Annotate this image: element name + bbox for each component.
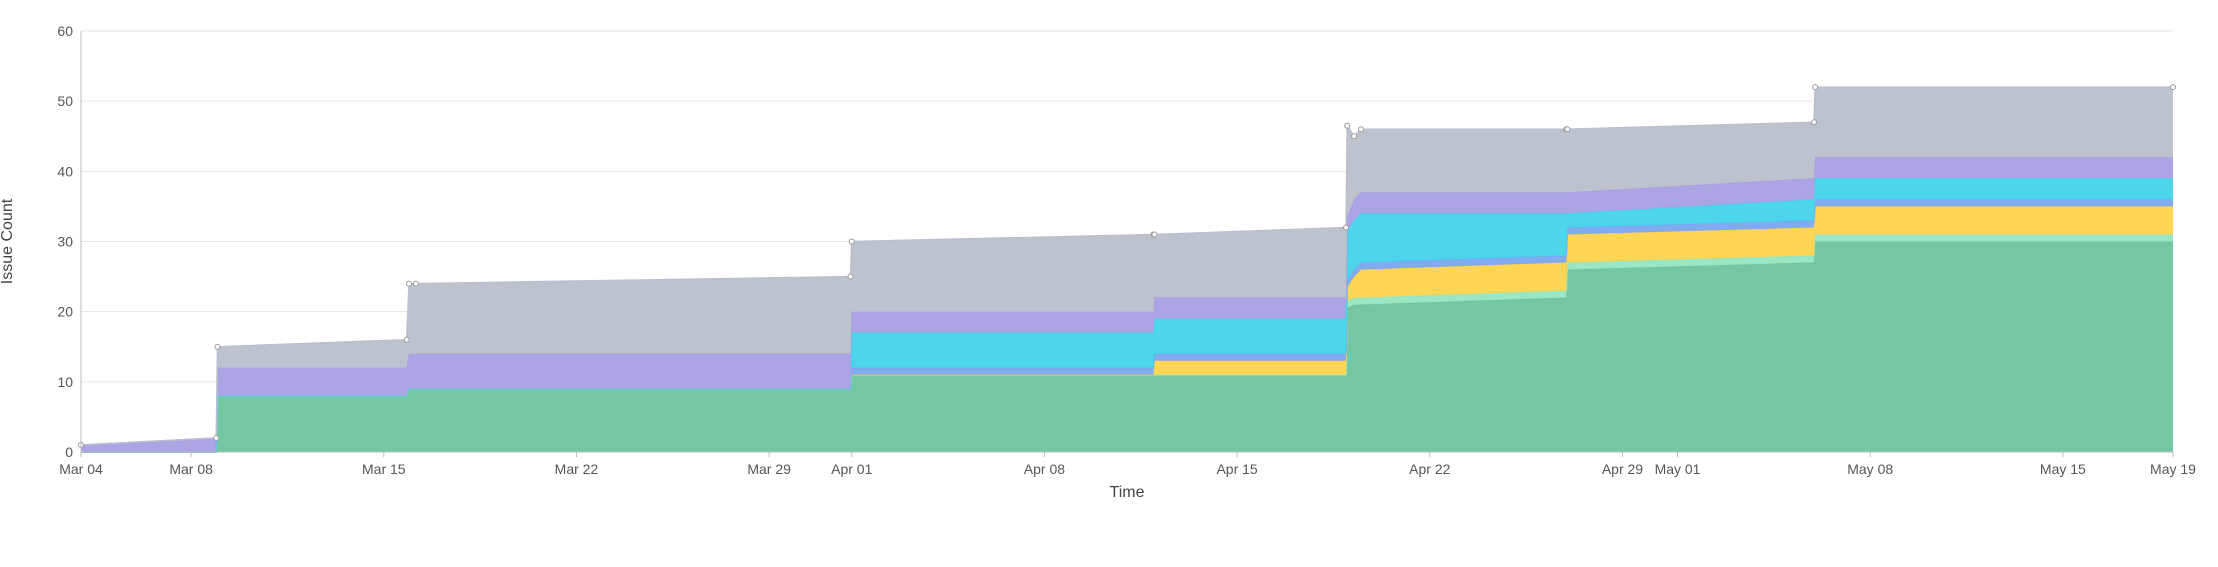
- y-tick-label: 40: [57, 163, 73, 179]
- x-tick-label: May 08: [1847, 461, 1893, 477]
- x-tick-label: Mar 15: [362, 461, 406, 477]
- data-point[interactable]: [1357, 126, 1364, 133]
- x-tick-label: Mar 29: [747, 461, 791, 477]
- series-area: [81, 157, 2173, 453]
- y-axis-title: Issue Count: [0, 198, 16, 284]
- y-tick-label: 60: [57, 23, 73, 39]
- series-areas: [78, 84, 2176, 453]
- x-tick-label: Apr 08: [1024, 461, 1065, 477]
- x-tick-label: May 01: [1655, 461, 1701, 477]
- x-tick-label: Mar 22: [555, 461, 599, 477]
- data-point[interactable]: [1151, 231, 1158, 238]
- data-point[interactable]: [403, 336, 410, 343]
- x-tick-label: May 19: [2150, 461, 2196, 477]
- data-point[interactable]: [213, 434, 220, 441]
- x-tick-label: Apr 29: [1602, 461, 1643, 477]
- series-area: [81, 206, 2173, 452]
- data-point[interactable]: [1344, 122, 1351, 129]
- y-tick-label: 50: [57, 93, 73, 109]
- x-tick-label: May 15: [2040, 461, 2086, 477]
- axes: [80, 31, 2173, 453]
- data-point[interactable]: [1564, 126, 1571, 133]
- y-tick-label: 10: [57, 374, 73, 390]
- data-point[interactable]: [1812, 84, 1819, 91]
- x-tick-labels: Mar 04 Mar 08 Mar 15 Mar 22 Mar 29 Apr 01 Apr …: [59, 452, 2196, 477]
- y-tick-label: 30: [57, 234, 73, 250]
- x-tick-label: Mar 04: [59, 461, 103, 477]
- data-point[interactable]: [1351, 133, 1358, 140]
- y-tick-label: 0: [65, 444, 73, 460]
- x-tick-label: Apr 01: [831, 461, 872, 477]
- x-tick-label: Apr 22: [1409, 461, 1450, 477]
- series-area: [81, 87, 2173, 445]
- y-tick-labels: 0 10 20 30 40 50 60: [57, 23, 73, 460]
- x-tick-label: Apr 15: [1216, 461, 1257, 477]
- data-point[interactable]: [848, 238, 855, 245]
- data-point[interactable]: [214, 343, 221, 350]
- data-point[interactable]: [1343, 224, 1350, 231]
- data-point[interactable]: [2170, 84, 2176, 91]
- data-point[interactable]: [412, 280, 419, 287]
- series-area: [81, 241, 2173, 452]
- x-tick-label: Mar 08: [169, 461, 213, 477]
- data-point[interactable]: [847, 273, 854, 280]
- x-axis-title: Time: [1110, 484, 1145, 501]
- data-point[interactable]: [1811, 119, 1818, 126]
- y-tick-label: 20: [57, 304, 73, 320]
- data-point[interactable]: [406, 280, 413, 287]
